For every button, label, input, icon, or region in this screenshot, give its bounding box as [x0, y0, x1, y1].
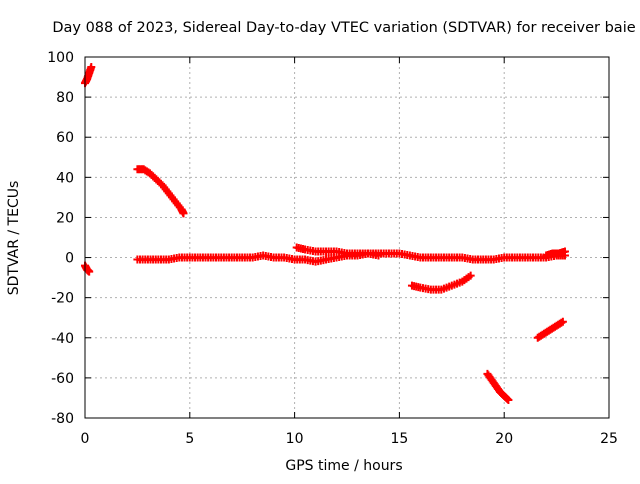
- x-tick-label: 0: [81, 431, 90, 447]
- y-tick-label: 80: [56, 90, 74, 106]
- data-point-marker: [558, 317, 567, 326]
- x-tick-label: 15: [390, 431, 408, 447]
- data-point-marker: [557, 318, 566, 327]
- data-point-marker: [85, 267, 94, 276]
- y-tick-label: -40: [51, 331, 74, 347]
- data-point-marker: [87, 63, 96, 72]
- y-tick-label: 40: [56, 170, 74, 186]
- y-tick-label: 20: [56, 210, 74, 226]
- x-tick-label: 25: [600, 431, 618, 447]
- y-tick-label: -60: [51, 371, 74, 387]
- x-tick-label: 10: [286, 431, 304, 447]
- y-tick-label: -20: [51, 291, 74, 307]
- y-tick-label: -80: [51, 411, 74, 427]
- x-tick-label: 5: [185, 431, 194, 447]
- data-point-marker: [374, 251, 383, 260]
- data-point-marker: [466, 271, 475, 280]
- data-point-marker: [560, 247, 569, 256]
- x-tick-label: 20: [495, 431, 513, 447]
- chart-title: Day 088 of 2023, Sidereal Day-to-day VTE…: [52, 20, 635, 36]
- y-tick-label: 100: [47, 50, 74, 66]
- y-axis-label: SDTVAR / TECUs: [6, 181, 22, 296]
- data-point-marker: [504, 395, 513, 404]
- data-point-marker: [503, 394, 512, 403]
- grid-lines: [85, 57, 609, 418]
- y-tick-label: 0: [65, 251, 74, 267]
- plot-frame: [84, 56, 610, 419]
- data-series: [81, 63, 569, 404]
- axis-ticks: 0 5 10 15 20 25 -80 -60 -40 -20 0 20 40 60 80 100: [47, 50, 618, 447]
- x-axis-label: GPS time / hours: [285, 458, 402, 474]
- data-point-marker: [179, 209, 188, 218]
- y-tick-label: 60: [56, 130, 74, 146]
